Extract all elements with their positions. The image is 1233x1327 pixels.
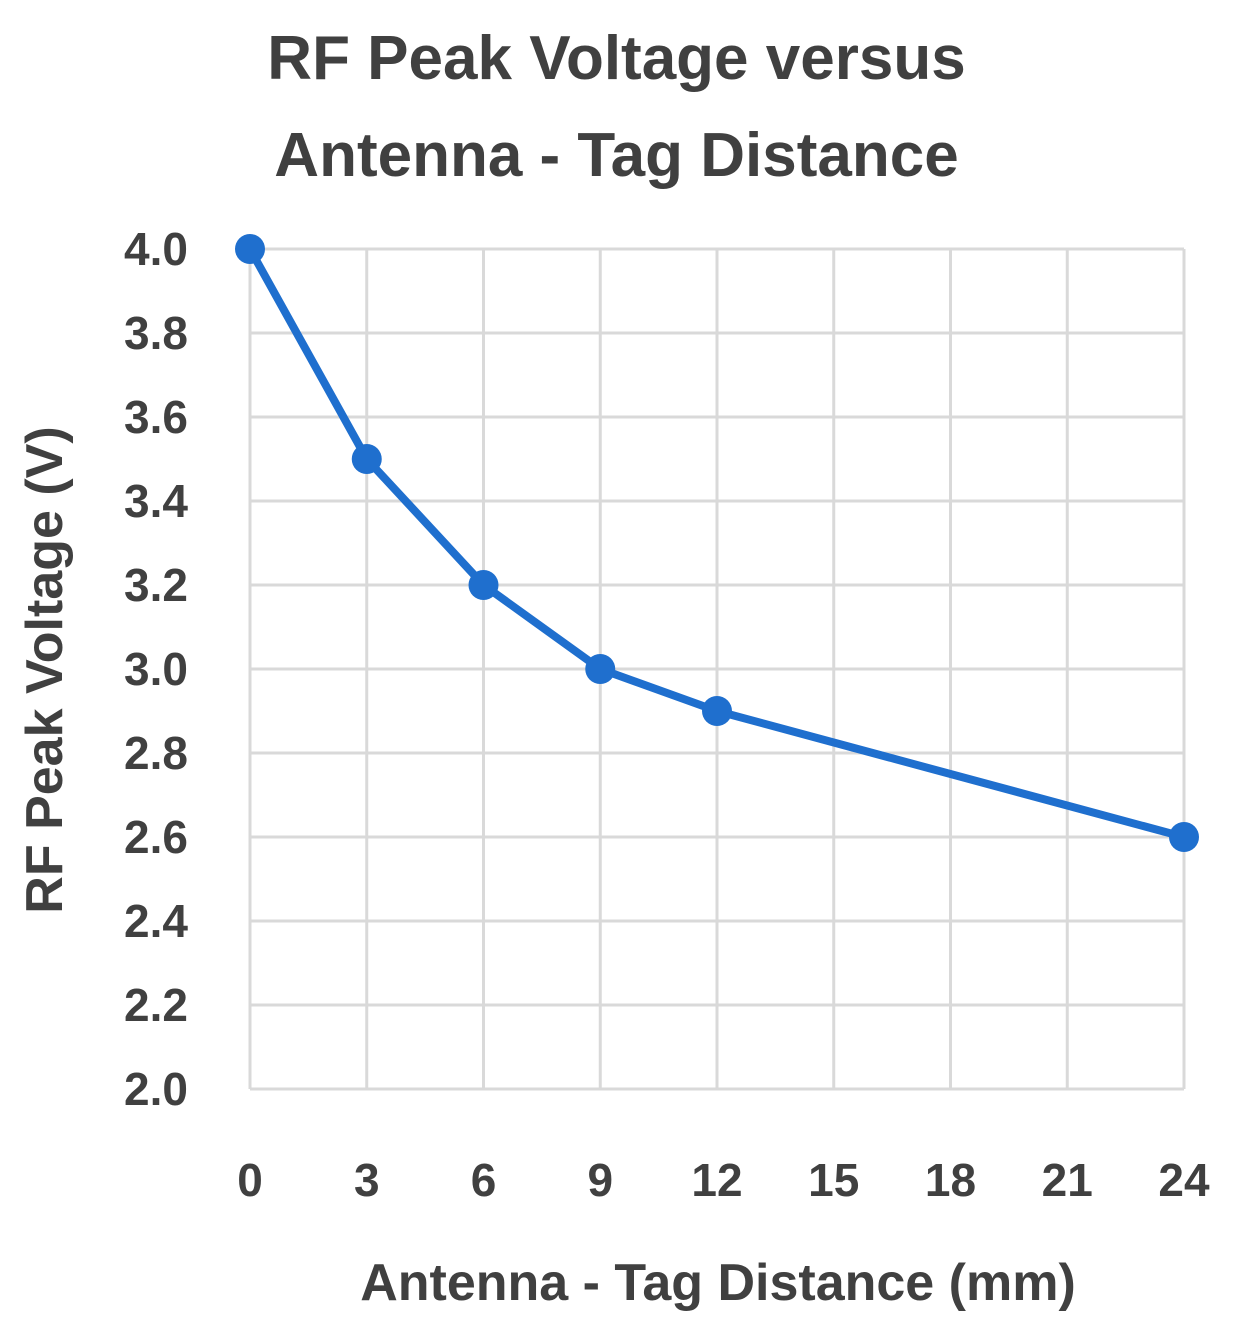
y-axis-label: RF Peak Voltage (V)	[16, 426, 74, 913]
data-series	[235, 234, 1199, 852]
data-point-marker	[351, 444, 382, 474]
chart-title-line-1: RF Peak Voltage versus	[267, 24, 966, 93]
y-tick-label: 2.6	[124, 811, 188, 863]
data-point-marker	[235, 234, 265, 264]
y-tick-label: 3.2	[124, 559, 188, 611]
x-tick-label: 21	[1042, 1154, 1093, 1206]
x-axis-ticks: 0 3 6 9 12 15 18 21 24	[237, 1154, 1210, 1206]
y-tick-label: 2.4	[124, 895, 188, 947]
data-point-marker	[702, 696, 732, 726]
y-tick-label: 3.0	[124, 643, 188, 695]
y-tick-label: 2.2	[124, 979, 188, 1031]
y-axis-ticks: 2.0 2.2 2.4 2.6 2.8 3.0 3.2 3.4 3.6 3.8 4.0	[124, 223, 188, 1115]
y-tick-label: 2.0	[124, 1063, 188, 1115]
y-tick-label: 3.6	[124, 391, 188, 443]
series-line	[246, 245, 1188, 841]
data-point-marker	[585, 654, 616, 684]
y-tick-label: 4.0	[124, 223, 188, 275]
y-tick-label: 3.8	[124, 307, 188, 359]
data-point-marker	[468, 570, 499, 600]
y-tick-label: 3.4	[124, 475, 188, 527]
data-point-marker	[1169, 822, 1199, 852]
x-tick-label: 3	[354, 1154, 380, 1206]
x-tick-label: 6	[471, 1154, 497, 1206]
x-axis-label: Antenna - Tag Distance (mm)	[360, 1254, 1076, 1312]
x-tick-label: 18	[925, 1154, 976, 1206]
y-tick-label: 2.8	[124, 727, 188, 779]
x-tick-label: 9	[587, 1154, 613, 1206]
x-tick-label: 24	[1158, 1154, 1210, 1206]
chart-title: RF Peak Voltage versus Antenna - Tag Dis…	[0, 10, 1233, 204]
chart-title-line-2: Antenna - Tag Distance	[274, 121, 959, 190]
grid-lines	[248, 247, 1186, 1091]
x-tick-label: 12	[691, 1154, 742, 1206]
x-tick-label: 0	[237, 1154, 263, 1206]
x-tick-label: 15	[808, 1154, 859, 1206]
